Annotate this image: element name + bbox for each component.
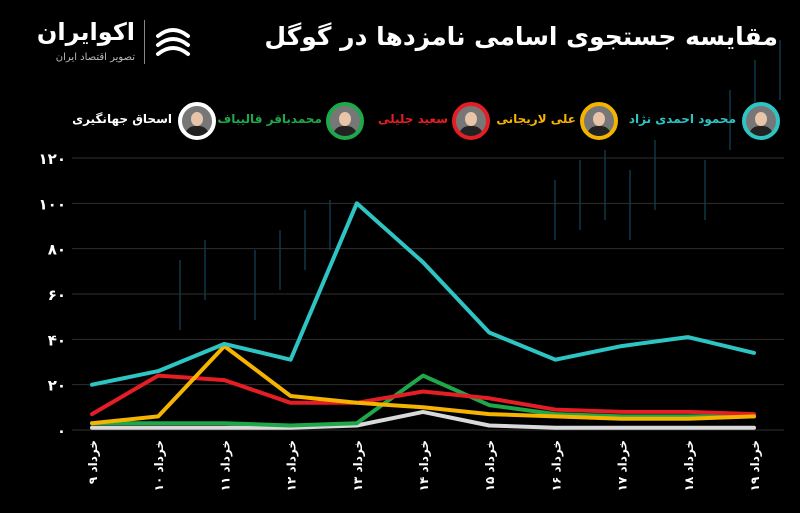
data-point xyxy=(223,422,225,424)
data-point xyxy=(488,424,490,426)
data-point xyxy=(488,413,490,415)
x-tick-label: ۹ خرداد xyxy=(86,440,100,484)
data-point xyxy=(290,359,292,361)
data-point xyxy=(356,422,358,424)
data-point xyxy=(422,261,424,263)
legend-label: علی لاریجانی xyxy=(496,112,576,126)
avatar-icon xyxy=(452,102,490,140)
y-tick-label: ۸۰ xyxy=(48,241,66,259)
legend-item-jahangiri: اسحاق جهانگیری xyxy=(70,102,220,148)
y-tick-label: ۶۰ xyxy=(48,286,66,304)
data-point xyxy=(290,424,292,426)
data-point xyxy=(157,427,159,429)
x-tick-label: ۱۸ خرداد xyxy=(682,440,696,491)
legend-label: سعید جلیلی xyxy=(377,112,448,126)
data-point xyxy=(422,406,424,408)
data-point xyxy=(422,375,424,377)
y-tick-label: ۰ xyxy=(57,422,66,440)
data-point xyxy=(621,345,623,347)
brand-name: اکوایران xyxy=(36,18,135,46)
x-tick-label: ۱۵ خرداد xyxy=(483,440,497,491)
data-point xyxy=(356,424,358,426)
data-point xyxy=(91,413,93,415)
data-point xyxy=(621,415,623,417)
data-point xyxy=(554,409,556,411)
data-point xyxy=(621,418,623,420)
y-tick-label: ۴۰ xyxy=(48,331,66,349)
x-tick-label: ۱۹ خرداد xyxy=(748,440,762,491)
x-tick-label: ۱۱ خرداد xyxy=(218,440,232,491)
chart-legend: محمود احمدی نژاد علی لاریجانی سعید جلیلی… xyxy=(70,102,782,148)
avatar-icon xyxy=(580,102,618,140)
brand-tagline: تصویر اقتصاد ایران xyxy=(55,52,135,63)
data-point xyxy=(157,370,159,372)
legend-label: اسحاق جهانگیری xyxy=(72,112,172,126)
data-point xyxy=(753,413,755,415)
data-point xyxy=(687,411,689,413)
data-point xyxy=(554,359,556,361)
data-point xyxy=(290,395,292,397)
data-point xyxy=(687,415,689,417)
avatar-icon xyxy=(326,102,364,140)
data-point xyxy=(223,427,225,429)
x-tick-label: ۱۴ خرداد xyxy=(417,440,431,491)
data-point xyxy=(488,404,490,406)
data-point xyxy=(157,415,159,417)
data-point xyxy=(753,415,755,417)
y-tick-label: ۲۰ xyxy=(48,377,66,395)
data-point xyxy=(91,384,93,386)
data-point xyxy=(554,415,556,417)
data-point xyxy=(621,411,623,413)
data-point xyxy=(687,336,689,338)
x-tick-label: ۱۳ خرداد xyxy=(351,440,365,491)
data-point xyxy=(356,202,358,204)
data-point xyxy=(687,427,689,429)
y-tick-label: ۱۲۰ xyxy=(39,150,66,168)
data-point xyxy=(290,402,292,404)
y-tick-label: ۱۰۰ xyxy=(39,195,66,213)
x-tick-label: ۱۶ خرداد xyxy=(549,440,563,491)
legend-label: محمدباقر قالیباف xyxy=(217,112,322,126)
data-point xyxy=(356,402,358,404)
legend-item-larijani: علی لاریجانی xyxy=(496,102,622,148)
data-point xyxy=(422,390,424,392)
data-point xyxy=(422,411,424,413)
brand-logo: اکوایران تصویر اقتصاد ایران xyxy=(30,18,200,68)
data-point xyxy=(753,352,755,354)
x-tick-label: ۱۲ خرداد xyxy=(285,440,299,491)
data-point xyxy=(554,427,556,429)
data-point xyxy=(488,397,490,399)
legend-item-ahmadinejad: محمود احمدی نژاد xyxy=(629,102,782,148)
data-point xyxy=(621,427,623,429)
legend-label: محمود احمدی نژاد xyxy=(628,112,736,126)
avatar-icon xyxy=(742,102,780,140)
data-point xyxy=(91,422,93,424)
data-point xyxy=(687,418,689,420)
legend-item-jalili: سعید جلیلی xyxy=(377,102,490,148)
data-point xyxy=(157,375,159,377)
data-point xyxy=(91,427,93,429)
avatar-icon xyxy=(178,102,216,140)
data-point xyxy=(753,427,755,429)
x-tick-label: ۱۷ خرداد xyxy=(616,440,630,491)
legend-item-ghalibaf: محمدباقر قالیباف xyxy=(217,102,372,148)
chart-title: مقایسه جستجوی اسامی نامزدها در گوگل xyxy=(264,22,778,51)
data-point xyxy=(223,379,225,381)
data-point xyxy=(157,422,159,424)
x-tick-label: ۱۰ خرداد xyxy=(152,440,166,491)
data-point xyxy=(488,332,490,334)
data-point xyxy=(223,343,225,345)
logo-divider xyxy=(144,20,145,64)
brand-mark-icon xyxy=(156,28,190,56)
data-point xyxy=(554,413,556,415)
